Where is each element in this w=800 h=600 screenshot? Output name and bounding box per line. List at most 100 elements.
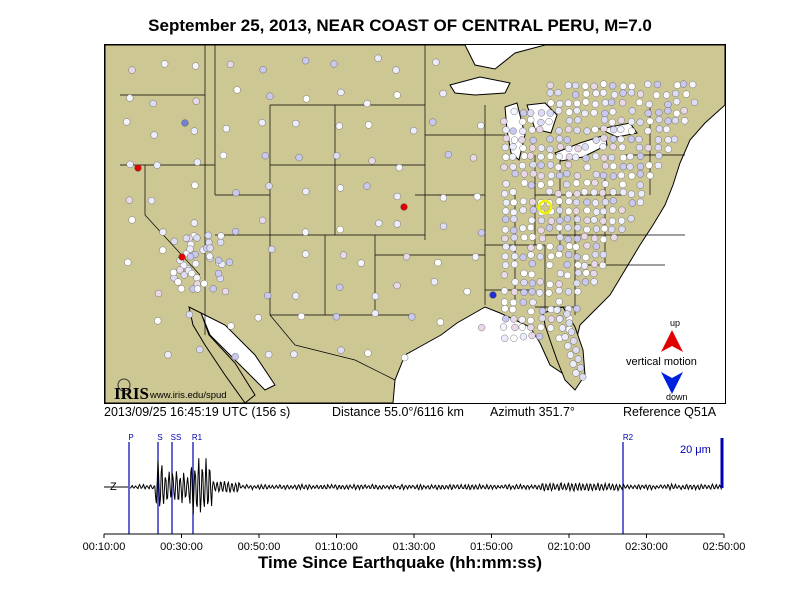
station-dot [149,99,157,108]
station-dot [336,283,344,291]
station-dot [519,298,527,306]
station-dot [592,89,600,97]
reference-station: Reference Q51A [623,405,717,419]
phase-label: R1 [192,433,203,442]
station-dot [233,86,241,94]
station-dot [509,163,517,171]
station-dot [182,234,190,242]
station-dot [501,143,509,151]
station-dot [573,190,581,198]
reference-station-marker [537,199,553,215]
station-dot [664,100,672,109]
station-dot [186,245,194,253]
station-dot [610,234,618,242]
station-dot [590,216,598,224]
station-dot [572,243,580,251]
station-dot [537,161,545,169]
station-dot [628,107,636,115]
station-dot [599,80,608,88]
event-time: 2013/09/25 16:45:19 UTC (156 s) [104,405,291,419]
station-dot [574,355,582,363]
station-dot [529,136,537,145]
station-dot [520,233,528,242]
station-dot [609,82,617,90]
station-dot [573,235,581,243]
station-dot [673,98,681,106]
station-dot [392,66,400,74]
station-dot [393,220,401,228]
station-dot [510,215,518,223]
station-dot [572,153,580,161]
station-dot [371,309,379,317]
station-dot [558,324,567,332]
legend-up-label: up [670,318,681,328]
station-dot [590,269,598,278]
station-dot [664,145,672,153]
station-dot [636,198,645,206]
map-canvas [104,44,726,404]
station-dot [555,298,563,306]
station-dot [618,143,626,151]
station-dot [469,154,478,162]
station-dot [337,88,345,96]
station-dot [600,124,608,133]
station-dot [591,234,599,243]
station-dot [591,199,600,207]
tick-label: 02:30:00 [625,541,668,553]
station-dot [546,161,555,169]
station-dot [592,136,600,144]
station-dot [176,266,184,274]
station-dot [644,127,652,135]
time-ticks [103,534,725,538]
station-dot [619,163,627,171]
station-dot [627,118,636,126]
station-dot [185,311,194,319]
station-dot [619,82,627,90]
station-dot [556,233,564,241]
station-dot [357,259,365,267]
station-dot [654,161,662,170]
station-dot [192,97,200,105]
station-dot [231,227,240,236]
station-dot [600,154,608,162]
station-dot [590,278,598,286]
station-dot [646,172,654,180]
station-dot [572,179,581,187]
station-dot [528,270,536,279]
station-dot [502,315,510,323]
station-dot [636,118,644,126]
station-dot [333,152,341,160]
station-dot [509,127,517,135]
station-dot [681,117,689,125]
station-dot [565,125,573,133]
station-dot [636,90,645,98]
station-dot [579,373,587,381]
station-dot [510,334,518,342]
station-dot [627,135,635,143]
station-dot [583,216,591,224]
station-dot [510,315,518,323]
station-dot [618,225,626,233]
station-dot [501,334,509,342]
station-dot [499,323,508,331]
station-dot [536,289,544,297]
station-dot [371,292,380,300]
station-dot [336,225,344,234]
station-dot [509,188,517,196]
station-dot [536,253,544,261]
station-dot [619,180,627,189]
station-dot [510,226,518,234]
station-dot [186,253,195,261]
station-dot [159,228,167,236]
station-dot [619,188,627,196]
station-dot [227,322,235,330]
station-dot [679,80,688,88]
station-dot [527,323,535,332]
tick-label: 00:10:00 [82,541,126,553]
event-azimuth: Azimuth 351.7° [490,405,575,419]
station-dot [363,182,371,190]
station-dot [538,314,546,322]
station-dot [231,352,239,361]
station-dot [609,206,617,214]
logo-url: www.iris.edu/spud [150,390,227,401]
